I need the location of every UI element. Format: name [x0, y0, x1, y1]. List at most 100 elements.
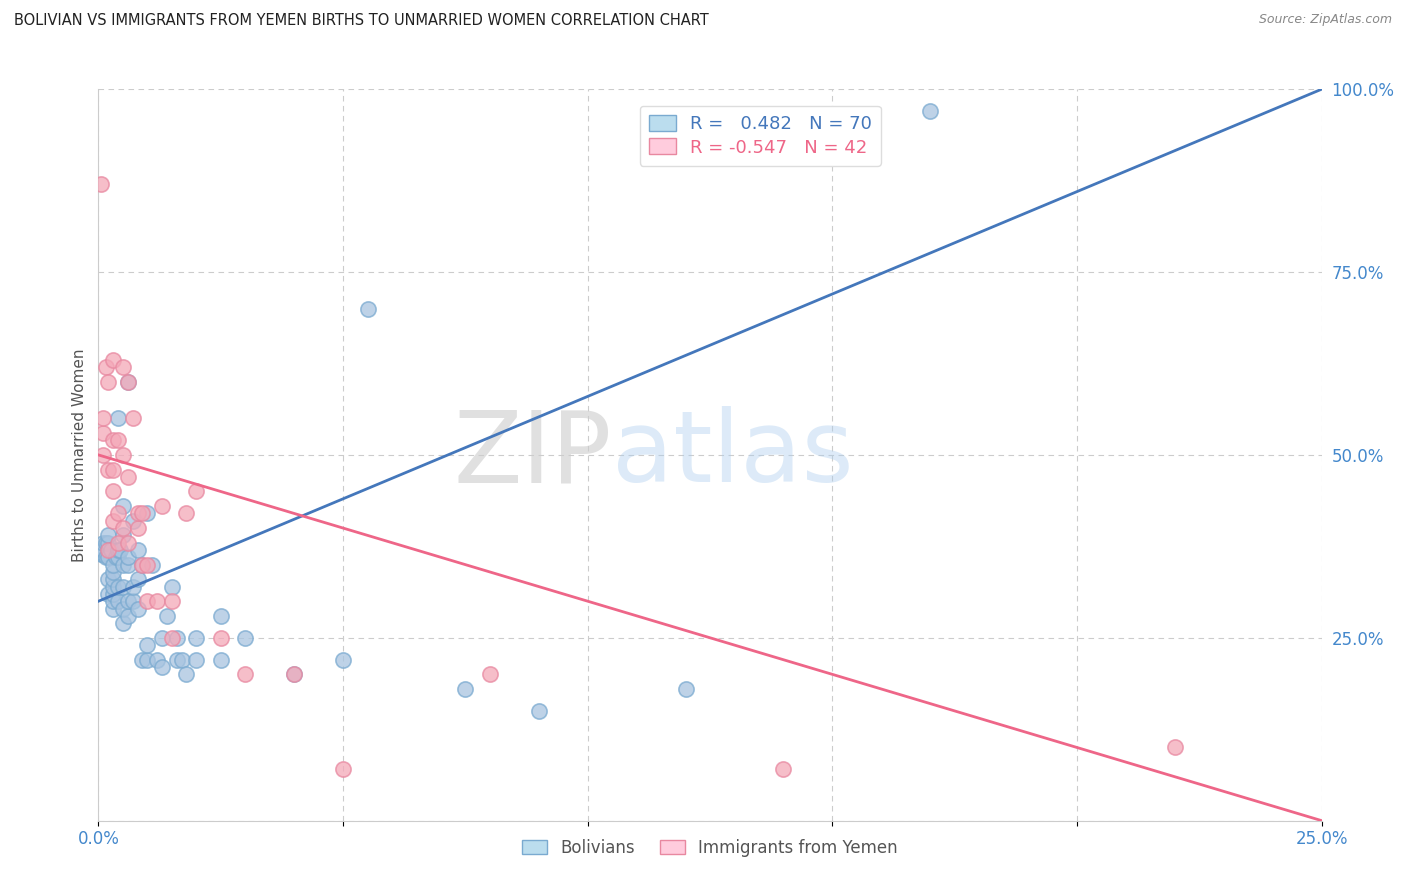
Point — [283, 667, 305, 681]
Point — [91, 547, 114, 561]
Point — [107, 411, 129, 425]
Point — [117, 535, 139, 549]
Point — [111, 528, 134, 542]
Point — [91, 535, 114, 549]
Point — [101, 594, 124, 608]
Point — [97, 528, 120, 542]
Point — [166, 653, 188, 667]
Point — [101, 558, 124, 572]
Point — [131, 558, 153, 572]
Point — [91, 425, 114, 440]
Point — [150, 631, 173, 645]
Point — [920, 104, 942, 119]
Point — [160, 594, 183, 608]
Point — [150, 499, 173, 513]
Point — [111, 558, 134, 572]
Point — [90, 547, 112, 561]
Point — [127, 543, 149, 558]
Point — [160, 580, 183, 594]
Point — [478, 667, 501, 681]
Point — [772, 763, 794, 777]
Point — [94, 550, 117, 565]
Y-axis label: Births to Unmarried Women: Births to Unmarried Women — [72, 348, 87, 562]
Text: ZIP: ZIP — [454, 407, 612, 503]
Point — [121, 580, 143, 594]
Point — [127, 601, 149, 615]
Point — [121, 411, 143, 425]
Point — [101, 484, 124, 499]
Point — [117, 470, 139, 484]
Point — [117, 594, 139, 608]
Point — [111, 580, 134, 594]
Point — [186, 631, 208, 645]
Point — [101, 601, 124, 615]
Point — [111, 448, 134, 462]
Point — [107, 543, 129, 558]
Point — [166, 631, 188, 645]
Point — [1164, 740, 1187, 755]
Point — [97, 462, 120, 476]
Point — [97, 535, 120, 549]
Point — [332, 763, 354, 777]
Point — [176, 507, 198, 521]
Text: BOLIVIAN VS IMMIGRANTS FROM YEMEN BIRTHS TO UNMARRIED WOMEN CORRELATION CHART: BOLIVIAN VS IMMIGRANTS FROM YEMEN BIRTHS… — [14, 13, 709, 29]
Point — [107, 434, 129, 448]
Point — [209, 653, 232, 667]
Point — [121, 594, 143, 608]
Text: atlas: atlas — [612, 407, 853, 503]
Point — [111, 360, 134, 375]
Point — [527, 704, 550, 718]
Point — [101, 462, 124, 476]
Point — [146, 594, 169, 608]
Point — [107, 550, 129, 565]
Point — [111, 616, 134, 631]
Point — [97, 543, 120, 558]
Point — [156, 608, 179, 623]
Point — [146, 653, 169, 667]
Point — [91, 411, 114, 425]
Point — [131, 507, 153, 521]
Point — [91, 543, 114, 558]
Point — [104, 550, 127, 565]
Point — [121, 514, 143, 528]
Point — [100, 543, 122, 558]
Point — [233, 667, 256, 681]
Point — [186, 653, 208, 667]
Point — [101, 434, 124, 448]
Point — [150, 660, 173, 674]
Point — [117, 375, 139, 389]
Point — [101, 580, 124, 594]
Point — [94, 535, 117, 549]
Point — [117, 608, 139, 623]
Point — [136, 653, 159, 667]
Point — [117, 375, 139, 389]
Point — [131, 653, 153, 667]
Point — [127, 521, 149, 535]
Point — [117, 558, 139, 572]
Legend: Bolivians, Immigrants from Yemen: Bolivians, Immigrants from Yemen — [516, 832, 904, 863]
Point — [127, 572, 149, 586]
Point — [454, 681, 477, 696]
Point — [110, 543, 132, 558]
Point — [101, 514, 124, 528]
Point — [136, 594, 159, 608]
Point — [233, 631, 256, 645]
Point — [136, 638, 159, 652]
Point — [107, 580, 129, 594]
Point — [356, 301, 378, 316]
Point — [675, 681, 697, 696]
Point — [91, 448, 114, 462]
Point — [127, 507, 149, 521]
Point — [90, 178, 112, 192]
Point — [101, 352, 124, 367]
Point — [141, 558, 163, 572]
Point — [101, 565, 124, 579]
Point — [101, 572, 124, 586]
Text: Source: ZipAtlas.com: Source: ZipAtlas.com — [1258, 13, 1392, 27]
Point — [136, 558, 159, 572]
Point — [209, 631, 232, 645]
Point — [332, 653, 354, 667]
Point — [97, 550, 120, 565]
Point — [94, 360, 117, 375]
Point — [186, 484, 208, 499]
